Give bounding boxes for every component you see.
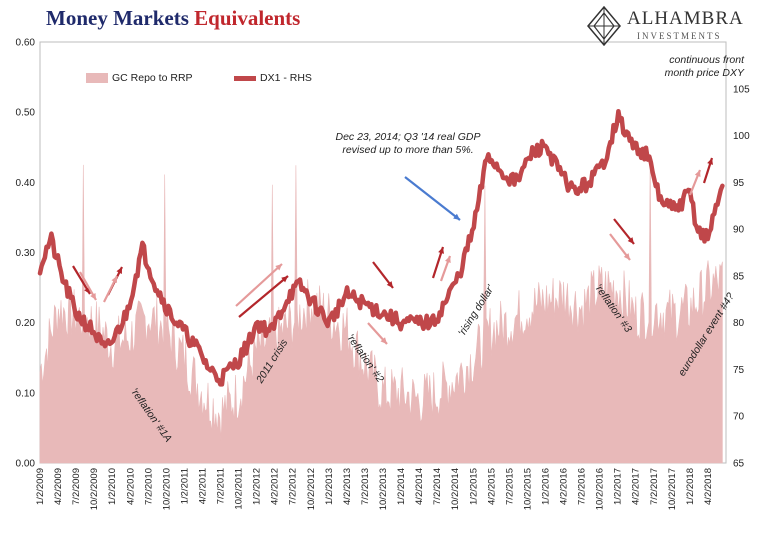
x-axis-tick-label: 10/2/2014 (450, 468, 461, 510)
x-axis-tick-label: 10/2/2012 (306, 468, 317, 510)
x-axis-tick-label: 1/2/2014 (396, 468, 407, 505)
x-axis-tick-label: 10/2/2016 (595, 468, 606, 510)
x-axis-tick-label: 7/2/2017 (649, 468, 660, 505)
right-axis-tick-label: 75 (733, 365, 745, 376)
x-axis-tick-label: 4/2/2011 (197, 468, 208, 504)
arrow-down-2009-light-head (90, 293, 96, 300)
right-axis-tick-label: 70 (733, 412, 745, 423)
arrow-up-2018-head (707, 158, 713, 165)
left-axis-tick-label: 0.40 (16, 178, 36, 189)
x-axis-tick-label: 1/2/2016 (540, 468, 551, 505)
x-axis-tick-label: 7/2/2009 (71, 468, 82, 505)
left-axis-tick-label: 0.10 (16, 388, 36, 399)
logo-emblem-icon (587, 6, 621, 46)
left-axis-tick-label: 0.20 (16, 318, 36, 329)
right-axis-tick-label: 85 (733, 271, 745, 282)
x-axis-tick-label: 7/2/2016 (577, 468, 588, 505)
x-axis-tick-label: 1/2/2017 (613, 468, 624, 505)
right-axis-tick-label: 65 (733, 459, 745, 470)
alhambra-logo: ALHAMBRA INVESTMENTS (585, 6, 765, 50)
x-axis-tick-label: 1/2/2012 (252, 468, 263, 505)
arrow-down-2017-head (627, 237, 634, 244)
arrow-up-2010-light-head (111, 276, 117, 283)
arrow-up-2010-head (116, 267, 122, 274)
arrow-dec-2014-head (453, 213, 460, 220)
gc-repo-area (39, 155, 723, 464)
right-axis-tick-label: 80 (733, 318, 745, 329)
x-axis-tick-label: 4/2/2012 (270, 468, 281, 505)
arrow-up-2018-light-head (694, 170, 701, 177)
right-axis-tick-label: 95 (733, 178, 745, 189)
x-axis-tick-label: 1/2/2010 (107, 468, 118, 505)
x-axis-tick-label: 4/2/2014 (414, 468, 425, 505)
x-axis-tick-label: 10/2/2011 (234, 468, 245, 510)
arrow-up-2011-shaft (238, 275, 289, 318)
dx1-line (37, 108, 725, 387)
x-axis-tick-label: 1/2/2009 (35, 468, 46, 505)
arrow-down-2013-light-head (380, 337, 387, 344)
chart-title: Money Markets Equivalents (46, 6, 301, 30)
left-axis-tick-label: 0.00 (16, 459, 36, 470)
legend-swatch-line (234, 75, 256, 81)
left-axis-tick-label: 0.30 (16, 248, 36, 259)
legend-item-dx1: DX1 - RHS (234, 72, 312, 84)
logo-subtitle: INVESTMENTS (637, 31, 722, 41)
x-axis-tick-label: 10/2/2013 (378, 468, 389, 510)
x-axis-tick-label: 7/2/2011 (216, 468, 227, 504)
legend-item-gc-repo: GC Repo to RRP (86, 72, 193, 84)
x-axis-tick-label: 4/2/2013 (342, 468, 353, 505)
x-axis-tick-label: 4/2/2009 (53, 468, 64, 505)
x-axis-tick-label: 4/2/2016 (559, 468, 570, 505)
annotation-dxy: continuous front month price DXY (664, 54, 744, 79)
arrow-up-2011-head (281, 276, 288, 283)
x-axis-tick-label: 7/2/2010 (143, 468, 154, 505)
left-axis-tick-label: 0.60 (16, 38, 36, 49)
x-axis-tick-label: 4/2/2018 (703, 468, 714, 505)
arrow-up-2011-light-shaft (235, 263, 283, 307)
x-axis-tick-label: 4/2/2010 (125, 468, 136, 505)
x-axis-tick-label: 4/2/2015 (486, 468, 497, 505)
annotation-dec-2014: Dec 23, 2014; Q3 '14 real GDP revised up… (335, 131, 481, 156)
x-axis-tick-label: 4/2/2017 (631, 468, 642, 505)
left-axis-tick-label: 0.50 (16, 108, 36, 119)
right-axis-tick-label: 100 (733, 131, 750, 142)
x-axis-tick-label: 10/2/2017 (667, 468, 678, 510)
right-axis-tick-label: 105 (733, 84, 750, 95)
legend-swatch-area (86, 73, 108, 84)
arrow-up-2014-head (438, 247, 444, 254)
x-axis-tick-label: 1/2/2015 (468, 468, 479, 505)
x-axis-tick-label: 10/2/2010 (161, 468, 172, 510)
arrow-down-2017-light-head (623, 253, 630, 260)
right-axis-tick-label: 90 (733, 225, 745, 236)
x-axis-tick-label: 10/2/2009 (89, 468, 100, 510)
arrow-up-2011-light-head (275, 264, 282, 271)
arrow-dec-2014-shaft (404, 176, 461, 221)
x-axis-tick-label: 10/2/2015 (522, 468, 533, 510)
arrow-up-2014-light-head (445, 256, 451, 263)
x-axis-tick-label: 7/2/2014 (432, 468, 443, 505)
x-axis-tick-label: 7/2/2015 (504, 468, 515, 505)
x-axis-tick-label: 7/2/2013 (360, 468, 371, 505)
arrow-down-2013-head (386, 281, 393, 288)
x-axis-tick-label: 7/2/2012 (288, 468, 299, 505)
logo-name: ALHAMBRA (627, 8, 744, 29)
x-axis-tick-label: 1/2/2013 (324, 468, 335, 505)
x-axis-tick-label: 1/2/2011 (179, 468, 190, 504)
x-axis-tick-label: 1/2/2018 (685, 468, 696, 505)
